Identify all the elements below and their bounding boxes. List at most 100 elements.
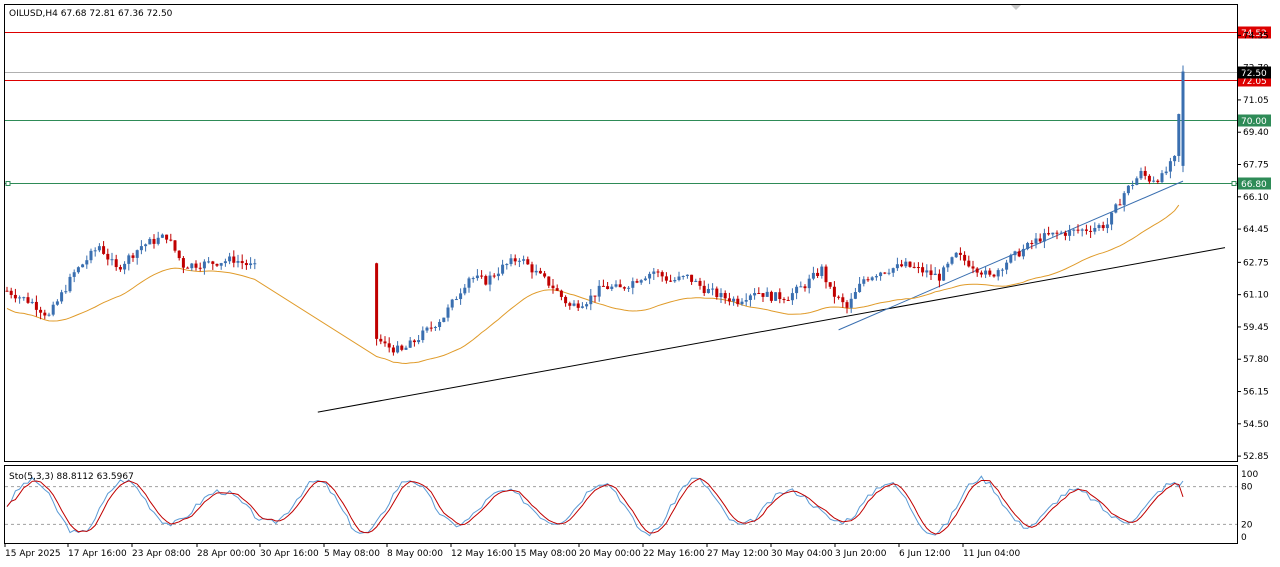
candle	[22, 296, 26, 301]
candle	[988, 268, 992, 277]
candle	[517, 258, 521, 268]
candle	[769, 290, 773, 303]
candle	[160, 233, 164, 239]
x-tick-label: 20 May 00:00	[579, 549, 641, 559]
candle	[211, 260, 215, 270]
candle	[148, 237, 152, 245]
candle	[706, 283, 710, 294]
candle	[509, 254, 513, 267]
candle	[480, 270, 484, 279]
candle	[606, 281, 610, 290]
candle	[807, 274, 811, 294]
candle	[795, 284, 799, 300]
candle	[68, 273, 72, 293]
candle	[131, 252, 135, 262]
candle	[114, 254, 118, 271]
candle	[379, 334, 383, 345]
candle	[992, 273, 996, 278]
trendline-0[interactable]	[317, 247, 1226, 413]
candle	[530, 261, 534, 279]
x-tick-label: 30 May 04:00	[771, 549, 833, 559]
candle	[81, 263, 85, 268]
level-anchor-right[interactable]	[1231, 181, 1237, 186]
candle	[811, 266, 815, 281]
candle	[660, 270, 664, 282]
candle	[85, 255, 89, 269]
candle	[190, 262, 194, 271]
x-tick-label: 6 Jun 12:00	[899, 549, 951, 559]
candle	[627, 286, 631, 292]
candle	[820, 264, 824, 279]
candle	[223, 258, 227, 267]
candle	[72, 269, 76, 283]
candle	[496, 267, 500, 281]
candle	[748, 293, 752, 307]
candle	[97, 243, 101, 253]
candle	[446, 304, 450, 322]
candle	[127, 253, 131, 271]
candle	[1080, 228, 1084, 237]
candle	[933, 267, 937, 276]
candle	[55, 299, 59, 306]
candle	[442, 317, 446, 323]
candle	[39, 306, 43, 320]
candle	[782, 297, 786, 304]
candle	[837, 295, 841, 300]
candle	[568, 301, 572, 310]
candle	[387, 337, 391, 353]
candle	[102, 241, 106, 255]
candle	[408, 336, 412, 348]
candle	[597, 280, 601, 302]
x-tick-label: 22 May 16:00	[643, 549, 705, 559]
level-anchor-left[interactable]	[5, 181, 11, 186]
candle	[874, 274, 878, 281]
candle	[891, 267, 895, 277]
candle	[996, 268, 1000, 281]
candle	[1021, 244, 1025, 260]
price-level-tag-0	[1238, 26, 1271, 39]
y-tick-label: 69.40	[1243, 128, 1269, 138]
candle	[64, 284, 68, 294]
candle	[454, 296, 458, 301]
candle	[89, 248, 93, 264]
candle	[1063, 230, 1067, 241]
stochastic-frame	[4, 465, 1238, 544]
candle	[639, 279, 643, 285]
candle	[715, 286, 719, 300]
candle	[421, 326, 425, 343]
candle	[887, 268, 891, 276]
candle	[202, 259, 206, 275]
candle	[652, 267, 656, 280]
candle	[1009, 253, 1013, 264]
candle	[135, 249, 139, 265]
candle	[1143, 166, 1147, 180]
y-tick-label: 71.05	[1243, 96, 1269, 106]
candle	[475, 269, 479, 281]
candle	[253, 258, 257, 270]
candle	[513, 254, 517, 266]
candle	[194, 260, 198, 271]
candle	[736, 295, 740, 307]
chart-shift-marker-icon[interactable]	[1011, 5, 1021, 10]
candle	[181, 256, 185, 274]
candle	[698, 277, 702, 290]
candle	[1156, 179, 1160, 184]
candle	[1105, 217, 1109, 234]
candle	[946, 261, 950, 272]
candle	[937, 269, 941, 288]
x-tick-label: 17 Apr 16:00	[68, 549, 127, 559]
stoch-y-tick-label: 0	[1241, 533, 1247, 543]
y-tick-label: 52.85	[1243, 452, 1269, 462]
candle	[879, 271, 883, 281]
candle	[912, 262, 916, 269]
candle	[631, 277, 635, 295]
candle	[1164, 166, 1168, 176]
x-tick-label: 28 Apr 00:00	[197, 549, 256, 559]
candle	[118, 264, 122, 272]
candle	[916, 262, 920, 274]
candle	[1017, 248, 1021, 258]
candle	[589, 289, 593, 311]
candle	[1160, 170, 1164, 184]
